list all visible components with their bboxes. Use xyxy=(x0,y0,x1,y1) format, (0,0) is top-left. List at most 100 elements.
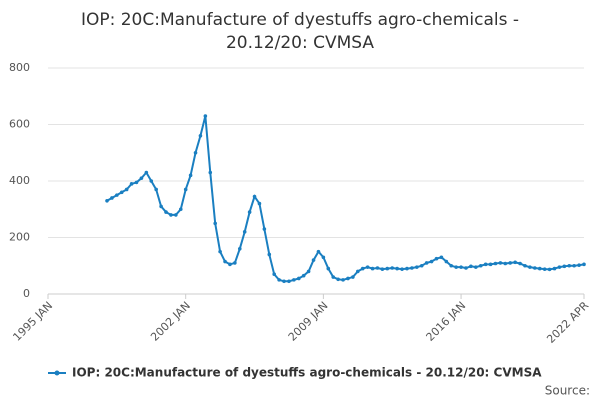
point xyxy=(296,276,301,281)
point xyxy=(365,265,370,269)
point xyxy=(341,278,345,282)
legend-marker xyxy=(54,370,60,376)
point xyxy=(434,256,439,261)
point xyxy=(110,196,114,200)
point xyxy=(159,204,163,209)
point xyxy=(459,265,463,269)
point xyxy=(518,261,522,266)
point xyxy=(380,267,385,271)
point xyxy=(277,278,281,282)
point xyxy=(272,272,277,277)
line xyxy=(106,115,585,283)
point xyxy=(469,264,473,269)
x-tick-label: 2009 JAN xyxy=(286,299,331,344)
point xyxy=(198,134,203,138)
point xyxy=(355,269,360,274)
point xyxy=(301,273,306,278)
point xyxy=(306,269,311,274)
point xyxy=(262,227,267,231)
point xyxy=(267,252,272,257)
point xyxy=(247,210,252,214)
point xyxy=(577,263,581,267)
point xyxy=(444,259,449,264)
point xyxy=(375,266,380,270)
point xyxy=(498,261,503,265)
point xyxy=(478,263,483,268)
point xyxy=(144,170,149,175)
point xyxy=(542,267,547,271)
y-tick-label: 800 xyxy=(9,61,30,74)
point xyxy=(419,263,424,268)
point xyxy=(326,266,331,271)
point xyxy=(223,259,227,264)
point xyxy=(508,261,513,265)
x-tick-label: 1995 JAN xyxy=(10,299,55,344)
x-tick-label: 2002 JAN xyxy=(148,299,193,344)
point xyxy=(493,261,498,266)
y-tick-label: 200 xyxy=(9,231,30,244)
y-tick-label: 400 xyxy=(9,174,30,187)
chart-title: IOP: 20C:Manufacture of dyestuffs agro-c… xyxy=(81,10,519,30)
point xyxy=(429,259,434,264)
x-tick-label: 2022 APR xyxy=(544,299,591,346)
point xyxy=(164,210,168,214)
point xyxy=(149,179,154,183)
point xyxy=(287,279,291,284)
point xyxy=(188,173,193,178)
point xyxy=(513,260,517,265)
point xyxy=(346,276,350,281)
point xyxy=(488,262,493,267)
point xyxy=(547,267,552,272)
point xyxy=(139,176,144,180)
point xyxy=(115,193,119,197)
x-tick-label: 2016 JAN xyxy=(424,299,469,344)
point xyxy=(257,201,262,206)
point xyxy=(193,150,198,155)
point xyxy=(567,263,572,268)
point xyxy=(119,190,124,195)
point xyxy=(405,266,409,271)
point xyxy=(336,277,340,282)
point xyxy=(390,266,395,270)
point xyxy=(385,266,390,271)
point xyxy=(415,265,419,269)
point xyxy=(410,266,414,270)
legend-label: IOP: 20C:Manufacture of dyestuffs agro-c… xyxy=(72,366,542,380)
point xyxy=(424,261,429,265)
point xyxy=(331,275,336,279)
point xyxy=(213,221,217,226)
point xyxy=(321,255,326,260)
point xyxy=(572,263,576,268)
point xyxy=(503,261,508,266)
point xyxy=(183,187,188,192)
point xyxy=(552,266,557,271)
source: Source: xyxy=(545,384,590,398)
point xyxy=(218,249,222,254)
chart-title: 20.12/20: CVMSA xyxy=(226,33,374,53)
point xyxy=(351,275,355,279)
point xyxy=(454,265,458,269)
point xyxy=(129,182,134,186)
point xyxy=(449,263,454,268)
point xyxy=(203,114,208,118)
point xyxy=(439,255,444,260)
point xyxy=(134,180,139,185)
y-tick-label: 600 xyxy=(9,118,30,131)
point xyxy=(228,262,232,267)
point xyxy=(292,278,296,282)
point xyxy=(528,265,532,269)
point xyxy=(208,170,213,175)
point xyxy=(316,249,321,254)
point xyxy=(360,266,365,271)
point xyxy=(483,262,488,267)
point xyxy=(523,263,527,268)
point xyxy=(395,266,399,271)
point xyxy=(557,265,562,269)
point xyxy=(533,266,537,270)
point xyxy=(282,279,286,284)
point xyxy=(474,265,478,269)
point xyxy=(537,266,542,271)
point xyxy=(242,230,247,234)
point xyxy=(582,262,586,267)
point xyxy=(464,266,468,270)
